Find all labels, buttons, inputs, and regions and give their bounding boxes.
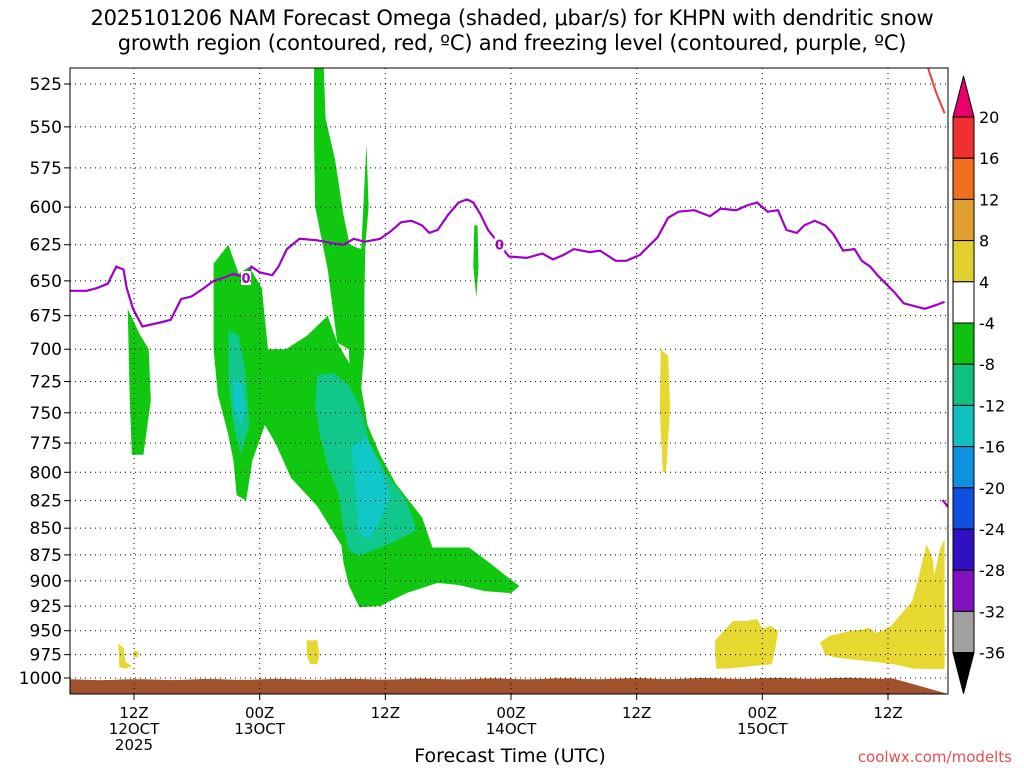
y-tick-label: 525 bbox=[30, 75, 62, 95]
y-tick-label: 950 bbox=[30, 622, 62, 642]
colorbar-swatch bbox=[952, 157, 975, 200]
colorbar-label: -24 bbox=[979, 520, 1005, 539]
colorbar-label: -8 bbox=[979, 355, 995, 374]
colorbar-swatch bbox=[952, 240, 975, 283]
omega-region-green bbox=[127, 308, 151, 455]
colorbar-swatch bbox=[952, 528, 975, 571]
omega-region-yellow bbox=[715, 619, 778, 669]
colorbar-label: 16 bbox=[979, 149, 999, 168]
colorbar-label: 8 bbox=[979, 232, 989, 251]
x-tick-label: 00Z bbox=[496, 704, 525, 722]
dgz-contour-line bbox=[926, 68, 946, 114]
colorbar-swatch bbox=[952, 610, 975, 654]
plot-area: 000 bbox=[13, 68, 948, 694]
colorbar-swatch bbox=[952, 116, 975, 159]
freezing-level-label: 0 bbox=[242, 272, 251, 287]
chart-title-line-1: 2025101206 NAM Forecast Omega (shaded, μ… bbox=[90, 6, 934, 30]
colorbar-label: 4 bbox=[979, 273, 989, 292]
y-tick-label: 725 bbox=[30, 373, 62, 393]
y-tick-label: 575 bbox=[30, 159, 62, 179]
y-tick-label: 800 bbox=[30, 463, 62, 483]
y-tick-label: 600 bbox=[30, 198, 62, 218]
omega-region-yellow bbox=[819, 539, 945, 669]
x-tick-label: 12OCT bbox=[109, 720, 160, 738]
colorbar-swatch bbox=[952, 652, 975, 694]
colorbar-label: -12 bbox=[979, 396, 1005, 415]
omega-region-yellow bbox=[306, 640, 320, 665]
credit-text: coolwx.com/modelts bbox=[857, 748, 1012, 766]
x-tick-label: 14OCT bbox=[486, 720, 537, 738]
colorbar-label: -36 bbox=[979, 644, 1005, 663]
y-tick-label: 875 bbox=[30, 546, 62, 566]
chart-title-line-2: growth region (contoured, red, ºC) and f… bbox=[117, 31, 907, 55]
x-tick-label: 13OCT bbox=[234, 720, 285, 738]
y-tick-label: 550 bbox=[30, 118, 62, 138]
ground-surface bbox=[70, 677, 948, 694]
x-axis-title: Forecast Time (UTC) bbox=[414, 745, 606, 767]
colorbar-label: 20 bbox=[979, 108, 999, 127]
colorbar-label: -4 bbox=[979, 314, 995, 333]
colorbar-swatch bbox=[952, 404, 975, 448]
grid bbox=[70, 68, 948, 694]
y-tick-label: 750 bbox=[30, 404, 62, 424]
omega-region-green bbox=[473, 225, 479, 298]
x-tick-label: 00Z bbox=[748, 704, 777, 722]
y-tick-label: 925 bbox=[30, 597, 62, 617]
colorbar-label: -28 bbox=[979, 561, 1005, 580]
y-tick-label: 675 bbox=[30, 307, 62, 327]
y-tick-label: 825 bbox=[30, 492, 62, 512]
omega-region-yellow bbox=[133, 649, 140, 658]
x-tick-label: 12Z bbox=[371, 704, 400, 722]
y-tick-label: 975 bbox=[30, 646, 62, 666]
omega-region-cyan bbox=[351, 437, 391, 539]
colorbar-label: 12 bbox=[979, 190, 999, 209]
y-tick-label: 775 bbox=[30, 434, 62, 454]
x-tick-label: 12Z bbox=[119, 704, 148, 722]
x-tick-label: 12Z bbox=[873, 704, 902, 722]
freezing-level-label-bg bbox=[494, 237, 505, 252]
freezing-level-label: 0 bbox=[495, 238, 504, 253]
x-tick-label: 12Z bbox=[622, 704, 651, 722]
colorbar-swatch bbox=[952, 198, 975, 242]
colorbar-label: -20 bbox=[979, 479, 1005, 498]
freezing-level-label-bg bbox=[241, 271, 252, 286]
omega-region-yellow bbox=[13, 245, 21, 386]
colorbar-swatch bbox=[952, 446, 975, 489]
omega-region-yellow bbox=[118, 643, 132, 669]
colorbar-swatch bbox=[952, 281, 975, 324]
plot-frame bbox=[69, 67, 949, 695]
x-tick-label: 15OCT bbox=[737, 720, 788, 738]
colorbar-label: -32 bbox=[979, 602, 1005, 621]
colorbar-swatch bbox=[952, 487, 975, 530]
colorbar: 20 16 12 8 4 -4 -8 -12 -16 -20 -24 -28 -32 -36 bbox=[952, 75, 1005, 694]
omega-region-green bbox=[314, 68, 369, 401]
y-tick-label: 850 bbox=[30, 519, 62, 539]
colorbar-swatch bbox=[952, 363, 975, 406]
y-tick-label: 650 bbox=[30, 272, 62, 292]
y-tick-label: 1000 bbox=[19, 669, 62, 689]
x-tick-label: 00Z bbox=[245, 704, 274, 722]
omega-region-yellow bbox=[659, 349, 671, 473]
x-tick-label: 2025 bbox=[115, 736, 153, 754]
freezing-level-line bbox=[70, 198, 945, 328]
y-tick-label: 625 bbox=[30, 236, 62, 256]
chart-title: 2025101206 NAM Forecast Omega (shaded, μ… bbox=[0, 6, 1024, 56]
y-axis: 525 550 575 600 625 650 675 700 725 750 775 800 825 8… bbox=[19, 75, 70, 689]
y-tick-label: 700 bbox=[30, 340, 62, 360]
omega-region-cyan bbox=[233, 377, 245, 425]
freezing-level-edge-mark bbox=[941, 499, 948, 508]
colorbar-swatch bbox=[952, 569, 975, 612]
colorbar-swatch bbox=[952, 75, 975, 118]
colorbar-swatch bbox=[952, 322, 975, 365]
colorbar-label: -16 bbox=[979, 438, 1005, 457]
y-tick-label: 900 bbox=[30, 572, 62, 592]
omega-region-green bbox=[213, 244, 520, 608]
